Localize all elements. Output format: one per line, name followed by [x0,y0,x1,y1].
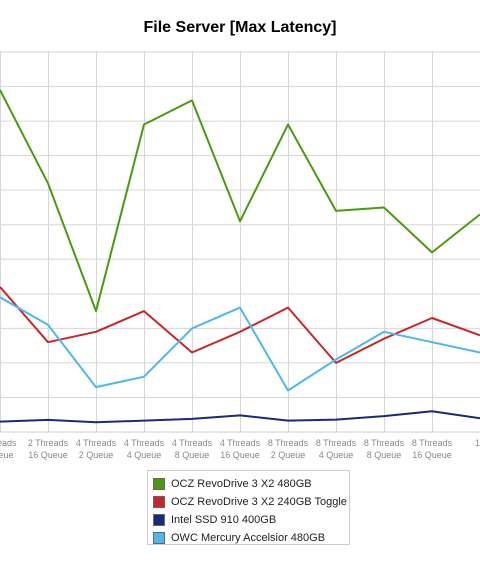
x-tick-label: 8 Threads [316,438,357,448]
legend-label: Intel SSD 910 400GB [171,514,277,526]
x-tick-label: 8 Queue [175,450,210,460]
x-tick-label: 8 Threads [364,438,405,448]
legend-swatch [153,478,165,490]
x-tick-label: 4 Threads [220,438,261,448]
legend-label: OCZ RevoDrive 3 X2 240GB Toggle [171,496,347,508]
x-tick-label: 8 Queue [367,450,402,460]
legend-label: OWC Mercury Accelsior 480GB [171,532,326,544]
legend-item: OCZ RevoDrive 3 X2 480GB [153,477,312,491]
x-tick-label: 4 Threads [124,438,165,448]
x-tick-label: 4 Threads [172,438,213,448]
x-tick-label: 2 Queue [271,450,306,460]
legend-item: OWC Mercury Accelsior 480GB [153,531,325,545]
x-tick-label: 4 Queue [319,450,354,460]
x-tick-label: 16 Queue [28,450,68,460]
legend-swatch [153,496,165,508]
x-tick-label: 2 Threads [28,438,69,448]
chart-legend: OCZ RevoDrive 3 X2 480GB OCZ RevoDrive 3 … [147,470,350,545]
x-tick-label: Threads [0,438,17,448]
legend-item: Intel SSD 910 400GB [153,513,276,527]
x-tick-label: 16 Queue [220,450,260,460]
x-tick-label: Queue [0,450,14,460]
x-tick-label: 16 [475,438,480,448]
x-tick-label: 8 Threads [268,438,309,448]
x-tick-label: 8 Threads [412,438,453,448]
series-line-1 [0,286,480,364]
series-line-0 [0,89,480,313]
legend-swatch [153,532,165,544]
x-tick-label: 4 Threads [76,438,117,448]
series-line-2 [0,410,480,424]
legend-item: OCZ RevoDrive 3 X2 240GB Toggle [153,495,347,509]
legend-label: OCZ RevoDrive 3 X2 480GB [171,478,312,490]
legend-swatch [153,514,165,526]
x-tick-label: 4 Queue [127,450,162,460]
chart-title: File Server [Max Latency] [143,19,337,36]
series-line-3 [0,296,480,392]
x-tick-label: 2 Queue [79,450,114,460]
x-tick-label: 16 Queue [412,450,452,460]
